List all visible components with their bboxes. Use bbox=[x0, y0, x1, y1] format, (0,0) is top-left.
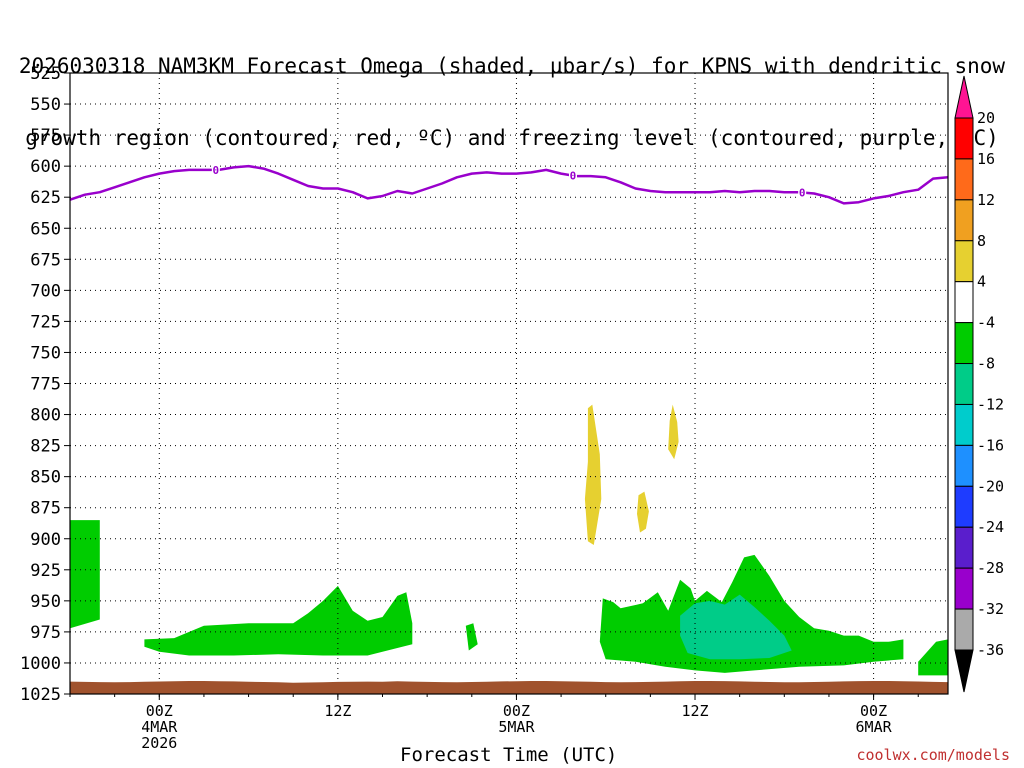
y-axis: 525 550 575 600 625 650 675 700 725 750 775 800 825 8… bbox=[20, 64, 70, 705]
omega-region-7 bbox=[584, 404, 602, 545]
y-tick-label-725: 725 bbox=[30, 312, 61, 332]
freezing-level-label-2: 0 bbox=[570, 170, 577, 183]
terrain-layer bbox=[70, 681, 948, 694]
colorbar-label-5: 4 bbox=[977, 273, 986, 291]
colorbar-segment-7 bbox=[954, 363, 974, 405]
gridlines bbox=[70, 73, 948, 694]
freezing-level-label-bg-2 bbox=[568, 168, 577, 182]
omega-region-5 bbox=[918, 639, 948, 676]
x-tick-label-5-2: 6MAR bbox=[856, 718, 893, 736]
omega-region-3 bbox=[465, 623, 478, 651]
freezing-level-label-3: 0 bbox=[799, 186, 806, 199]
y-tick-label-950: 950 bbox=[30, 592, 61, 612]
x-tick-label-5-1: 00Z bbox=[860, 702, 887, 720]
y-tick-label-600: 600 bbox=[30, 157, 61, 177]
x-tick-label-3-1: 00Z bbox=[503, 702, 530, 720]
y-tick-label-750: 750 bbox=[30, 343, 61, 363]
colorbar-segment-10 bbox=[954, 485, 974, 528]
y-tick-label-700: 700 bbox=[30, 281, 61, 301]
colorbar-segment-12 bbox=[954, 567, 974, 610]
y-tick-label-925: 925 bbox=[30, 561, 61, 581]
colorbar-label-2: 16 bbox=[977, 150, 995, 168]
plot-frame-layer bbox=[69, 72, 949, 695]
colorbar-label-9: -16 bbox=[977, 436, 1004, 454]
y-tick-label-900: 900 bbox=[30, 530, 61, 550]
colorbar-segment-3 bbox=[954, 199, 974, 242]
x-tick-label-1-3: 2026 bbox=[141, 734, 177, 752]
colorbar-top-arrow bbox=[954, 75, 974, 119]
colorbar-label-7: -8 bbox=[977, 355, 995, 373]
plot-frame bbox=[69, 72, 949, 695]
x-tick-label-1-1: 00Z bbox=[146, 702, 173, 720]
y-tick-label-875: 875 bbox=[30, 499, 61, 519]
colorbar-segment-2 bbox=[954, 158, 974, 201]
colorbar-segment-9 bbox=[954, 444, 974, 487]
colorbar-segment-1 bbox=[954, 117, 974, 160]
x-axis-title: Forecast Time (UTC) bbox=[400, 744, 618, 766]
colorbar-label-1: 20 bbox=[977, 109, 995, 127]
y-tick-label-1025: 1025 bbox=[20, 685, 61, 705]
colorbar-segment-8 bbox=[954, 403, 974, 446]
x-tick-label-1-2: 4MAR bbox=[141, 718, 178, 736]
x-tick-label-3-2: 5MAR bbox=[498, 718, 535, 736]
y-tick-label-575: 575 bbox=[30, 126, 61, 146]
x-tick-label-2-1: 12Z bbox=[324, 702, 351, 720]
y-tick-label-1000: 1000 bbox=[20, 654, 61, 674]
omega-region-8 bbox=[637, 491, 649, 533]
colorbar-segment-13 bbox=[954, 608, 974, 651]
colorbar-segment-4 bbox=[954, 240, 974, 283]
colorbar-label-10: -20 bbox=[977, 477, 1004, 495]
colorbar-label-4: 8 bbox=[977, 232, 986, 250]
terrain-band bbox=[70, 681, 948, 694]
freezing-level-label-bg-3 bbox=[798, 185, 807, 199]
y-tick-label-850: 850 bbox=[30, 468, 61, 488]
colorbar-label-3: 12 bbox=[977, 191, 995, 209]
colorbar-label-13: -32 bbox=[977, 600, 1004, 618]
y-tick-label-525: 525 bbox=[30, 64, 61, 84]
y-tick-label-675: 675 bbox=[30, 250, 61, 270]
freezing-level-label-1: 0 bbox=[213, 164, 220, 177]
colorbar-label-8: -12 bbox=[977, 395, 1004, 413]
freezing-level-line bbox=[69, 164, 949, 205]
colorbar-label-11: -24 bbox=[977, 518, 1004, 536]
colorbar-segment-6 bbox=[954, 322, 974, 365]
y-tick-label-650: 650 bbox=[30, 219, 61, 239]
chart-title-line-2: growth region (contoured, red, ºC) and f… bbox=[25, 126, 999, 150]
chart-title-line-1: 2026030318 NAM3KM Forecast Omega (shaded… bbox=[18, 54, 1006, 78]
freezing-level-layer: 0 0 0 bbox=[69, 162, 949, 205]
omega-region-9 bbox=[668, 404, 679, 460]
colorbar-segment-5 bbox=[954, 281, 974, 324]
y-tick-label-825: 825 bbox=[30, 437, 61, 457]
colorbar-bottom-arrow bbox=[954, 649, 974, 693]
y-tick-label-975: 975 bbox=[30, 623, 61, 643]
y-tick-label-550: 550 bbox=[30, 95, 61, 115]
omega-region-2 bbox=[144, 585, 413, 656]
omega-shading-layer bbox=[70, 404, 948, 676]
colorbar-label-12: -28 bbox=[977, 559, 1004, 577]
x-tick-label-4-1: 12Z bbox=[681, 702, 708, 720]
colorbar-label-6: -4 bbox=[977, 314, 995, 332]
colorbar: 20 16 12 8 4 -4 -8 -12 -16 -20 -24 -28 -32 -36 bbox=[954, 75, 1004, 693]
omega-region-6 bbox=[680, 594, 792, 660]
omega-region-1 bbox=[70, 520, 100, 629]
freezing-level-label-bg-1 bbox=[211, 162, 220, 176]
colorbar-segment-11 bbox=[954, 526, 974, 569]
y-tick-label-800: 800 bbox=[30, 406, 61, 426]
site-credit-link[interactable]: coolwx.com/models bbox=[856, 746, 1010, 764]
y-tick-label-625: 625 bbox=[30, 188, 61, 208]
colorbar-label-14: -36 bbox=[977, 641, 1004, 659]
y-tick-label-775: 775 bbox=[30, 375, 61, 395]
chart-title: 2026030318 NAM3KM Forecast Omega (shaded… bbox=[0, 6, 1024, 174]
